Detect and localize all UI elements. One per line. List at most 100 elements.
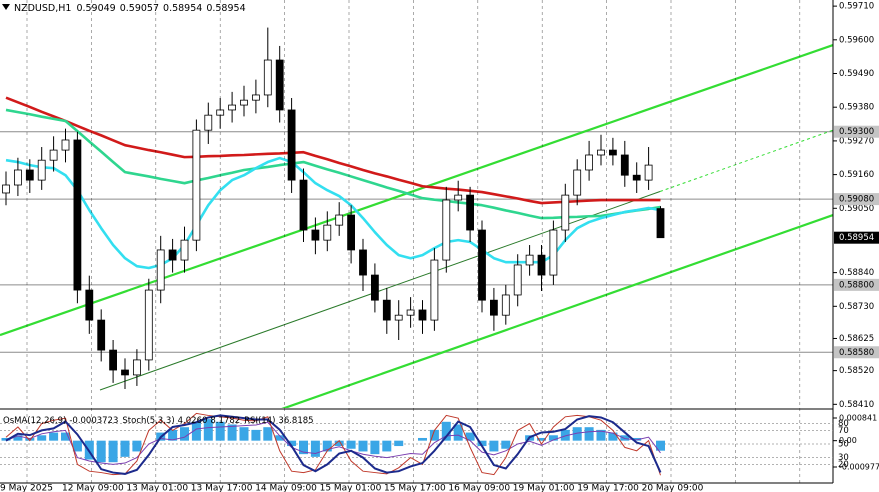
candle-body <box>537 254 546 276</box>
trendline <box>0 43 833 337</box>
candle-body <box>620 154 629 176</box>
osma-bar <box>239 427 249 441</box>
oscillator-header: OsMA(12,26,9) -0.0003723 Stoch(5,3,3) 4.026… <box>3 416 314 426</box>
level-label: 0.59080 <box>839 195 874 205</box>
candle-body <box>347 214 356 251</box>
candle-body <box>406 309 415 316</box>
osma-bar <box>322 440 332 452</box>
y-tick-label: 0.58840 <box>839 268 874 278</box>
osma-bar <box>537 437 546 441</box>
y-tick-label: 0.59490 <box>839 69 874 79</box>
oscillator-level-label: 80 <box>838 419 849 429</box>
osma-bar <box>334 440 344 447</box>
osma-bar <box>180 427 189 441</box>
y-tick-label: 0.59600 <box>839 35 874 45</box>
osma-bar <box>346 440 356 449</box>
candle-body <box>359 249 367 276</box>
candle-body <box>204 114 213 131</box>
last-high: 0.59057 <box>120 3 159 14</box>
trendline <box>99 191 661 391</box>
candle-body <box>609 149 617 156</box>
level-label-box <box>834 193 879 206</box>
candle-body <box>25 169 34 181</box>
x-tick-label: 15 May 01:00 <box>320 484 382 492</box>
osma-bar <box>263 427 273 441</box>
candle-body <box>263 59 272 96</box>
osma-bar <box>429 429 439 441</box>
oscillator-level-label: 70 <box>838 426 849 436</box>
osma-tick-label: 0.00 <box>839 436 857 445</box>
candle-body <box>323 224 332 241</box>
osma-bar <box>191 421 201 441</box>
rsi-name: RSI(14) <box>244 416 275 426</box>
level-label: 0.58580 <box>839 348 874 358</box>
stoch-main-value: 4.0260 <box>178 416 208 426</box>
candle-body <box>251 94 260 101</box>
candle-body <box>287 109 296 181</box>
stoch-signal-line <box>5 414 662 475</box>
y-tick-label: 0.59380 <box>839 103 874 113</box>
x-tick-label: 14 May 09:00 <box>255 484 317 492</box>
osma-bar <box>132 440 142 452</box>
osma-bar <box>310 440 320 457</box>
osma-bar <box>501 440 511 449</box>
osma-value: -0.0003723 <box>69 416 118 426</box>
candle-body <box>168 249 177 261</box>
level-label: 0.58800 <box>839 280 874 290</box>
osma-bar <box>572 427 582 441</box>
last-close: 0.58954 <box>206 3 245 14</box>
candle-body <box>478 229 486 301</box>
candle-body <box>228 104 237 111</box>
candle-body <box>549 229 558 276</box>
osma-tick-label: 0.000841 <box>839 414 877 423</box>
candle-body <box>156 249 165 291</box>
x-tick-label: 9 May 2025 <box>0 484 53 492</box>
osma-bar <box>620 435 630 441</box>
candle-body <box>489 299 498 316</box>
osma-bar <box>584 427 594 441</box>
osma-bar <box>25 437 35 441</box>
osma-bar <box>96 440 106 463</box>
osma-bar <box>489 440 499 452</box>
last-open: 0.59049 <box>76 3 115 14</box>
candle-body <box>525 254 534 266</box>
osma-bar <box>120 440 130 457</box>
level-label-box <box>834 125 879 138</box>
osma-bar <box>227 424 237 441</box>
osma-bar <box>370 440 380 455</box>
trendline-extension <box>659 129 833 192</box>
candle-body <box>597 149 605 156</box>
osma-bar <box>1 437 11 441</box>
candle-body <box>311 229 320 241</box>
x-tick-label: 13 May 01:00 <box>126 484 188 492</box>
candle-body <box>49 149 58 161</box>
osma-bar <box>358 440 368 452</box>
osma-bar <box>632 437 642 441</box>
x-tick-label: 16 May 09:00 <box>448 484 510 492</box>
level-label-box <box>834 278 879 291</box>
candle-body <box>299 179 308 231</box>
osma-bar <box>441 421 451 441</box>
candle-body <box>61 139 70 151</box>
chart-header: NZDUSD,H1 0.59049 0.59057 0.58954 0.58954 <box>14 3 246 14</box>
osma-bar <box>275 435 285 441</box>
candle-body <box>335 214 344 226</box>
candle-body <box>121 369 129 376</box>
price-box <box>834 231 879 244</box>
rsi-line <box>5 421 661 465</box>
stoch-name: Stoch(5,3,3) <box>122 416 174 426</box>
osma-bar <box>168 429 178 441</box>
osma-bar <box>453 424 463 441</box>
x-tick-label: 20 May 09:00 <box>642 484 704 492</box>
y-tick-label: 0.58520 <box>839 366 874 376</box>
candle-body <box>370 274 379 301</box>
candle-body <box>466 194 475 231</box>
osma-bar <box>477 440 487 447</box>
candle-body <box>37 159 46 181</box>
stoch-main-line <box>5 412 661 476</box>
oscillator-level-label: 50 <box>838 440 849 450</box>
candle-body <box>180 239 189 261</box>
rsi-value: 36.8185 <box>278 416 313 426</box>
y-tick-label: 0.58730 <box>839 302 874 312</box>
candle-body <box>382 299 391 321</box>
